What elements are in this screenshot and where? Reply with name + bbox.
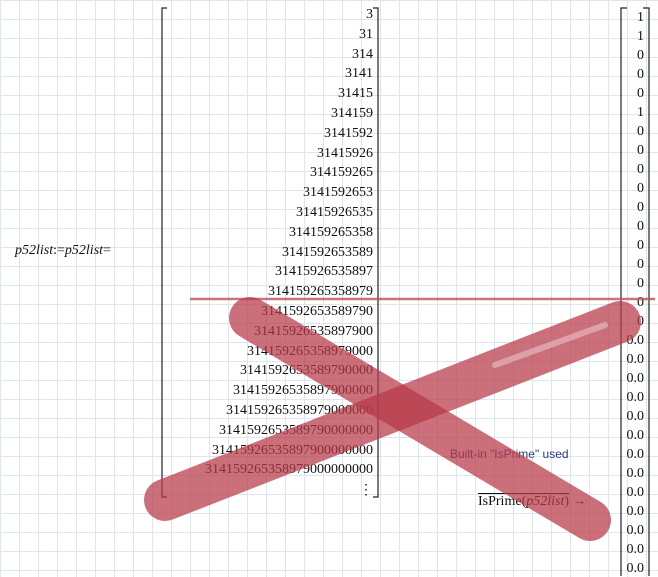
matrix-entry: 314159265358979 bbox=[268, 284, 373, 300]
result-entry: 0 bbox=[637, 314, 644, 329]
arrow: → bbox=[572, 494, 587, 509]
result-entry: 0 bbox=[637, 181, 644, 196]
result-entry: 0.0 bbox=[626, 409, 645, 424]
result-entry: 0.0 bbox=[626, 352, 645, 367]
result-entry: 0 bbox=[637, 276, 644, 291]
result-entry: 0 bbox=[637, 162, 644, 177]
result-entry: 0 bbox=[637, 295, 644, 310]
expr-body: IsPrime(p52list) bbox=[478, 494, 569, 509]
matrix-entry: 31415926535897900000000 bbox=[212, 442, 373, 458]
result-entry: 0 bbox=[637, 124, 644, 139]
result-entry: 1 bbox=[637, 105, 644, 120]
matrix-entry: 3141592653 bbox=[303, 185, 373, 201]
result-entry: 0.0 bbox=[626, 504, 645, 519]
matrix-entry: 3 bbox=[366, 7, 373, 22]
matrix-entry: 31 bbox=[359, 26, 373, 42]
annotation: Built-in "IsPrime" used bbox=[450, 447, 569, 461]
matrix-entry: 314159265358979000000000 bbox=[205, 462, 373, 478]
matrix-entry: 3141592653589790000 bbox=[240, 363, 373, 379]
left-bracket-open bbox=[161, 7, 167, 498]
matrix-entry: 31415 bbox=[338, 86, 373, 102]
var-name: p52list bbox=[15, 243, 54, 258]
paren-close: ) bbox=[564, 494, 570, 509]
left-bracket-close bbox=[373, 7, 379, 498]
matrix-entry: 314159265358 bbox=[289, 224, 373, 240]
result-entry: 0 bbox=[637, 86, 644, 101]
matrix-entry: 31415926535897 bbox=[275, 264, 373, 280]
result-entry: 0 bbox=[637, 219, 644, 234]
matrix-entry: 31415926 bbox=[317, 145, 373, 161]
matrix-entry: 31415926535 bbox=[296, 205, 373, 220]
result-entry: 1 bbox=[637, 29, 644, 44]
result-entry: 0 bbox=[637, 257, 644, 272]
matrix-entry: 3141 bbox=[345, 66, 373, 82]
result-entry: 0.0 bbox=[626, 523, 645, 538]
matrix-entry: 3141592653589790 bbox=[261, 304, 373, 319]
result-entry: 0 bbox=[637, 48, 644, 63]
matrix-entry: 3141592653589790000000 bbox=[219, 422, 373, 438]
eval-op: = bbox=[103, 243, 111, 258]
matrix-entry: 314159265 bbox=[310, 165, 373, 181]
definition: p52list:=p52list= bbox=[15, 243, 111, 259]
func: IsPrime bbox=[478, 494, 522, 509]
matrix-entry: 31415926535897900 bbox=[254, 323, 373, 339]
result-entry: 0 bbox=[637, 143, 644, 158]
matrix-entry: 314159265358979000 bbox=[247, 343, 373, 359]
result-entry: 0.0 bbox=[626, 542, 645, 557]
result-entry: 0 bbox=[637, 67, 644, 82]
result-entry: 0.0 bbox=[626, 561, 645, 576]
assign-op: := bbox=[53, 243, 65, 258]
result-entry: 0.0 bbox=[626, 333, 645, 348]
result-entry: 1 bbox=[637, 10, 644, 25]
result-entry: 0.0 bbox=[626, 447, 645, 462]
expression: IsPrime(p52list) → bbox=[478, 494, 587, 510]
result-entry: 0.0 bbox=[626, 485, 645, 500]
matrix-entry: 314159 bbox=[331, 106, 373, 121]
matrix-entry: 314 bbox=[352, 46, 373, 62]
matrix-entry: 3141592653589 bbox=[282, 244, 373, 260]
right-bracket-close bbox=[643, 7, 650, 576]
matrix-entry: 31415926535897900000 bbox=[233, 383, 373, 399]
result-entry: 0.0 bbox=[626, 390, 645, 405]
matrix-entry: ⋮ bbox=[359, 483, 373, 499]
result-entry: 0 bbox=[637, 200, 644, 215]
matrix-entry: 314159265358979000000 bbox=[226, 403, 373, 418]
result-entry: 0 bbox=[637, 238, 644, 253]
matrix-entry: 3141592 bbox=[324, 125, 373, 141]
result-entry: 0.0 bbox=[626, 466, 645, 481]
var-ref: p52list bbox=[64, 243, 104, 258]
result-entry: 0.0 bbox=[626, 371, 645, 386]
result-entry: 0.0 bbox=[626, 428, 645, 443]
arg: p52list bbox=[526, 494, 565, 509]
